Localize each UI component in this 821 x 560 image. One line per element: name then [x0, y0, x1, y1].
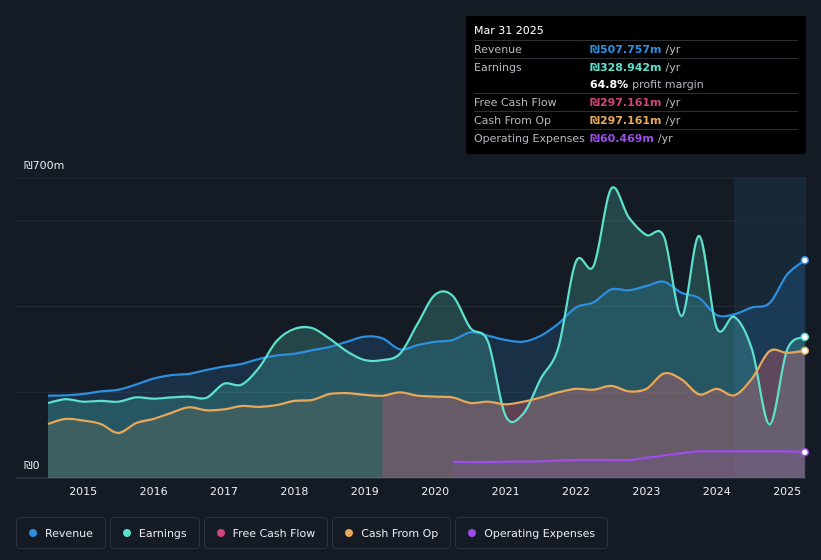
grid-lines	[16, 177, 806, 479]
tooltip-row-revenue: Revenue ₪507.757m /yr	[474, 40, 798, 58]
tooltip-value: ₪297.161m	[590, 96, 662, 109]
x-tick-label: 2016	[140, 485, 168, 498]
tooltip-unit: /yr	[665, 61, 681, 74]
x-tick-label: 2025	[773, 485, 801, 498]
series-lines	[47, 186, 806, 464]
tooltip-row-cash-from-op: Cash From Op ₪297.161m /yr	[474, 111, 798, 129]
tooltip-label: Revenue	[474, 43, 522, 56]
x-tick-label: 2020	[421, 485, 449, 498]
tooltip-unit: /yr	[665, 114, 681, 127]
series-areas	[48, 187, 805, 478]
tooltip-unit: /yr	[657, 132, 673, 145]
tooltip-value: ₪297.161m	[590, 114, 662, 127]
tooltip-unit: profit margin	[632, 78, 704, 91]
earnings-line	[47, 186, 806, 426]
free-cash-flow-dot-icon	[216, 529, 225, 537]
legend-label: Earnings	[138, 526, 187, 540]
tooltip-date: Mar 31 2025	[474, 24, 544, 37]
x-tick-label: 2019	[351, 485, 379, 498]
operating-expenses-dot-icon	[468, 529, 477, 537]
revenue-line	[47, 259, 806, 397]
tooltip-row-profit-margin: 64.8% profit margin	[474, 76, 798, 93]
revenue-area	[48, 260, 805, 478]
tooltip-value: ₪328.942m	[590, 61, 662, 74]
series-end-points	[800, 256, 810, 457]
tooltip-unit: /yr	[665, 43, 681, 56]
revenue-dot-icon	[29, 529, 37, 537]
x-axis-ticks: 2015 2016 2017 2018 2019 2020 2021 2022 2023 2024…	[69, 485, 801, 498]
operating-expenses-end-point	[800, 448, 810, 457]
earnings-end-point	[800, 332, 810, 342]
operating-expenses-area	[452, 451, 805, 478]
legend-item-operating-expenses[interactable]: Operating Expenses	[455, 517, 609, 549]
tooltip-label: Earnings	[474, 61, 522, 74]
x-tick-label: 2023	[632, 485, 660, 498]
cash-from-op-dot-icon	[345, 529, 354, 537]
earnings-area	[48, 187, 805, 478]
legend-item-cash-from-op[interactable]: Cash From Op	[332, 517, 452, 549]
x-tick-label: 2021	[492, 485, 520, 498]
tooltip-row-earnings: Earnings ₪328.942m /yr	[474, 58, 798, 76]
tooltip-row-operating-expenses: Operating Expenses ₪60.469m /yr	[474, 129, 798, 147]
operating-expenses-line	[452, 450, 805, 464]
x-tick-label: 2018	[280, 485, 308, 498]
x-tick-label: 2024	[703, 485, 731, 498]
tooltip-value: 64.8%	[590, 78, 629, 91]
earnings-dot-icon	[122, 529, 131, 537]
cash-from-op-area	[48, 349, 805, 478]
chart-legend: Revenue Earnings Free Cash Flow Cash Fro…	[16, 517, 609, 549]
legend-label: Operating Expenses	[484, 526, 596, 540]
tooltip-label	[474, 76, 590, 93]
tooltip-value: ₪507.757m	[590, 43, 662, 56]
tooltip-label: Cash From Op	[474, 114, 552, 127]
y-axis-zero-label: ₪0	[24, 459, 40, 472]
cash-from-op-end-point	[800, 346, 810, 355]
tooltip-unit: /yr	[665, 96, 681, 109]
legend-item-earnings[interactable]: Earnings	[109, 517, 200, 549]
x-tick-label: 2022	[562, 485, 590, 498]
legend-label: Cash From Op	[361, 526, 439, 540]
legend-item-revenue[interactable]: Revenue	[16, 517, 106, 549]
x-tick-label: 2017	[210, 485, 238, 498]
x-tick-label: 2015	[69, 485, 97, 498]
legend-label: Free Cash Flow	[232, 526, 316, 540]
cash-from-op-line	[47, 348, 805, 435]
legend-label: Revenue	[45, 526, 93, 540]
tooltip-panel: Mar 31 2025 Revenue ₪507.757m /yr Earnin…	[466, 16, 806, 154]
tooltip-label: Free Cash Flow	[474, 96, 557, 109]
legend-item-free-cash-flow[interactable]: Free Cash Flow	[203, 517, 329, 549]
tooltip-row-free-cash-flow: Free Cash Flow ₪297.161m /yr	[474, 93, 798, 111]
free-cash-flow-area	[382, 349, 805, 478]
forecast-band	[734, 178, 806, 478]
tooltip-label: Operating Expenses	[474, 132, 585, 145]
revenue-end-point	[800, 256, 810, 265]
tooltip-value: ₪60.469m	[590, 132, 654, 145]
y-axis-top-label: ₪700m	[24, 159, 65, 172]
